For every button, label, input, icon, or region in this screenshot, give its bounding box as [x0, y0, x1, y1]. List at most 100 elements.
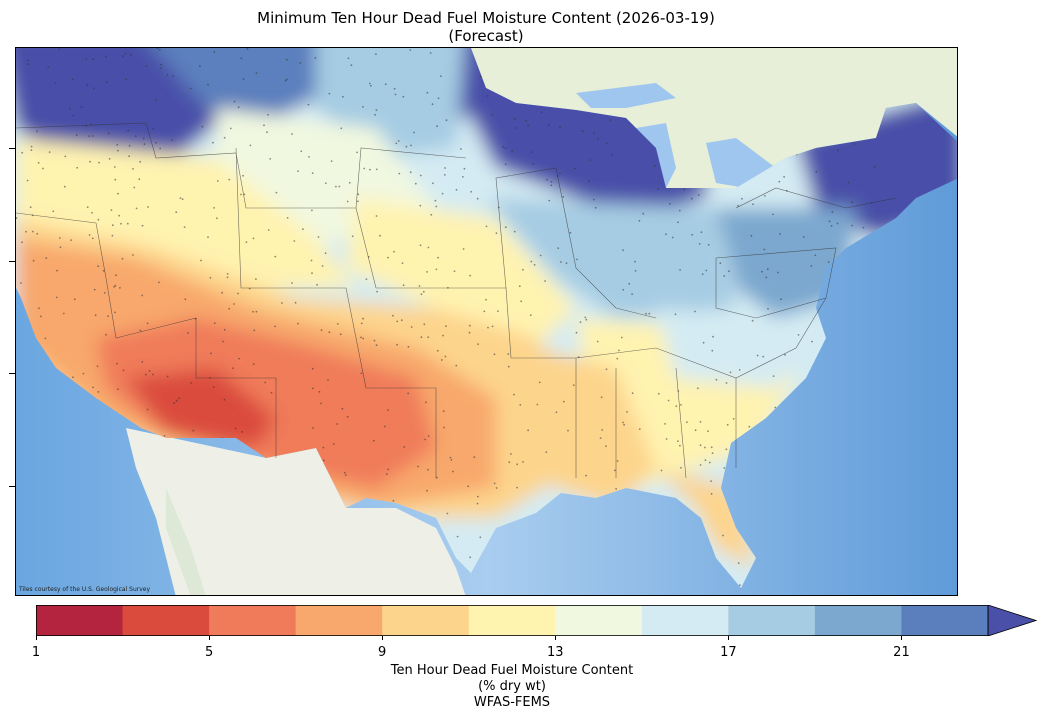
station-dot: [245, 241, 248, 244]
station-dot: [851, 201, 854, 204]
station-dot: [783, 176, 785, 178]
station-dot: [550, 184, 553, 187]
station-dot: [80, 106, 83, 109]
station-dot: [64, 155, 67, 158]
station-dot: [810, 265, 813, 267]
station-dot: [722, 534, 724, 537]
station-dot: [405, 145, 408, 148]
station-dot: [811, 340, 813, 343]
station-dot: [511, 150, 513, 153]
station-dot: [37, 161, 40, 164]
station-dot: [56, 269, 58, 272]
station-dot: [427, 435, 430, 437]
station-dot: [711, 452, 714, 454]
station-dot: [409, 49, 412, 51]
station-dot: [763, 248, 766, 251]
station-dot: [546, 178, 548, 181]
station-dot: [155, 141, 157, 144]
station-dot: [392, 314, 394, 317]
station-dot: [105, 55, 107, 58]
station-dot: [572, 384, 575, 386]
station-dot: [318, 390, 321, 393]
station-dot: [375, 53, 377, 56]
station-dot: [479, 75, 482, 78]
station-dot: [493, 353, 496, 356]
station-dot: [311, 172, 314, 174]
station-dot: [434, 199, 437, 202]
station-dot: [209, 276, 212, 279]
station-dot: [483, 310, 486, 313]
station-dot: [738, 584, 741, 587]
station-dot: [419, 204, 422, 207]
station-dot: [702, 341, 705, 344]
station-dot: [396, 343, 398, 346]
station-dot: [479, 536, 482, 539]
colorbar-tick-label: 1: [31, 645, 41, 660]
station-dot: [117, 388, 119, 391]
station-dot: [21, 151, 24, 154]
station-dot: [432, 182, 434, 185]
station-dot: [444, 355, 447, 358]
station-dot: [360, 322, 363, 325]
station-dot: [424, 438, 426, 441]
station-dot: [435, 268, 438, 271]
station-dot: [267, 113, 269, 116]
station-dot: [336, 423, 338, 425]
station-dot: [450, 459, 453, 461]
station-dot: [36, 232, 39, 235]
station-dot: [373, 339, 376, 342]
station-dot: [443, 426, 445, 429]
station-dot: [429, 52, 432, 54]
station-dot: [316, 283, 318, 286]
map-panel[interactable]: Tiles courtesy of the U.S. Geological Su…: [15, 47, 958, 596]
station-dot: [460, 148, 462, 150]
station-dot: [16, 217, 18, 219]
station-dot: [242, 78, 245, 81]
station-dot: [671, 236, 674, 239]
station-dot: [605, 368, 608, 371]
station-dot: [294, 301, 297, 304]
map-title: Minimum Ten Hour Dead Fuel Moisture Cont…: [0, 9, 972, 45]
station-dot: [346, 200, 349, 203]
station-dot: [437, 256, 439, 259]
station-dot: [440, 75, 442, 77]
station-dot: [158, 48, 161, 51]
station-dot: [339, 333, 342, 336]
station-dot: [48, 151, 51, 153]
station-dot: [445, 119, 448, 122]
station-dot: [297, 322, 299, 325]
station-dot: [375, 168, 378, 171]
station-dot: [274, 325, 276, 328]
colorbar-outline: [36, 605, 989, 636]
station-dot: [486, 95, 489, 97]
station-dot: [111, 234, 114, 237]
station-dot: [392, 499, 395, 502]
station-dot: [97, 218, 100, 221]
colorbar-cell: [468, 605, 556, 636]
station-dot: [679, 269, 681, 271]
station-dot: [712, 335, 714, 338]
station-dot: [393, 87, 396, 90]
station-dot: [30, 145, 33, 148]
station-dot: [232, 367, 234, 369]
station-dot: [530, 260, 533, 263]
station-dot: [286, 78, 288, 81]
station-dot: [132, 254, 134, 256]
station-dot: [118, 214, 120, 217]
station-dot: [201, 125, 204, 128]
station-dot: [599, 437, 602, 439]
station-dot: [507, 353, 510, 355]
station-dot: [88, 135, 90, 137]
station-dot: [620, 336, 623, 339]
station-dot: [853, 143, 856, 145]
data-source: WFAS-FEMS: [473, 695, 551, 710]
station-dot: [91, 135, 94, 137]
station-dot: [748, 425, 751, 428]
station-dot: [675, 405, 678, 408]
station-dot: [189, 87, 192, 90]
station-dot: [628, 282, 631, 285]
station-dot: [269, 158, 272, 160]
station-dot: [252, 310, 254, 313]
station-dot: [847, 181, 850, 184]
station-dot: [674, 313, 677, 316]
